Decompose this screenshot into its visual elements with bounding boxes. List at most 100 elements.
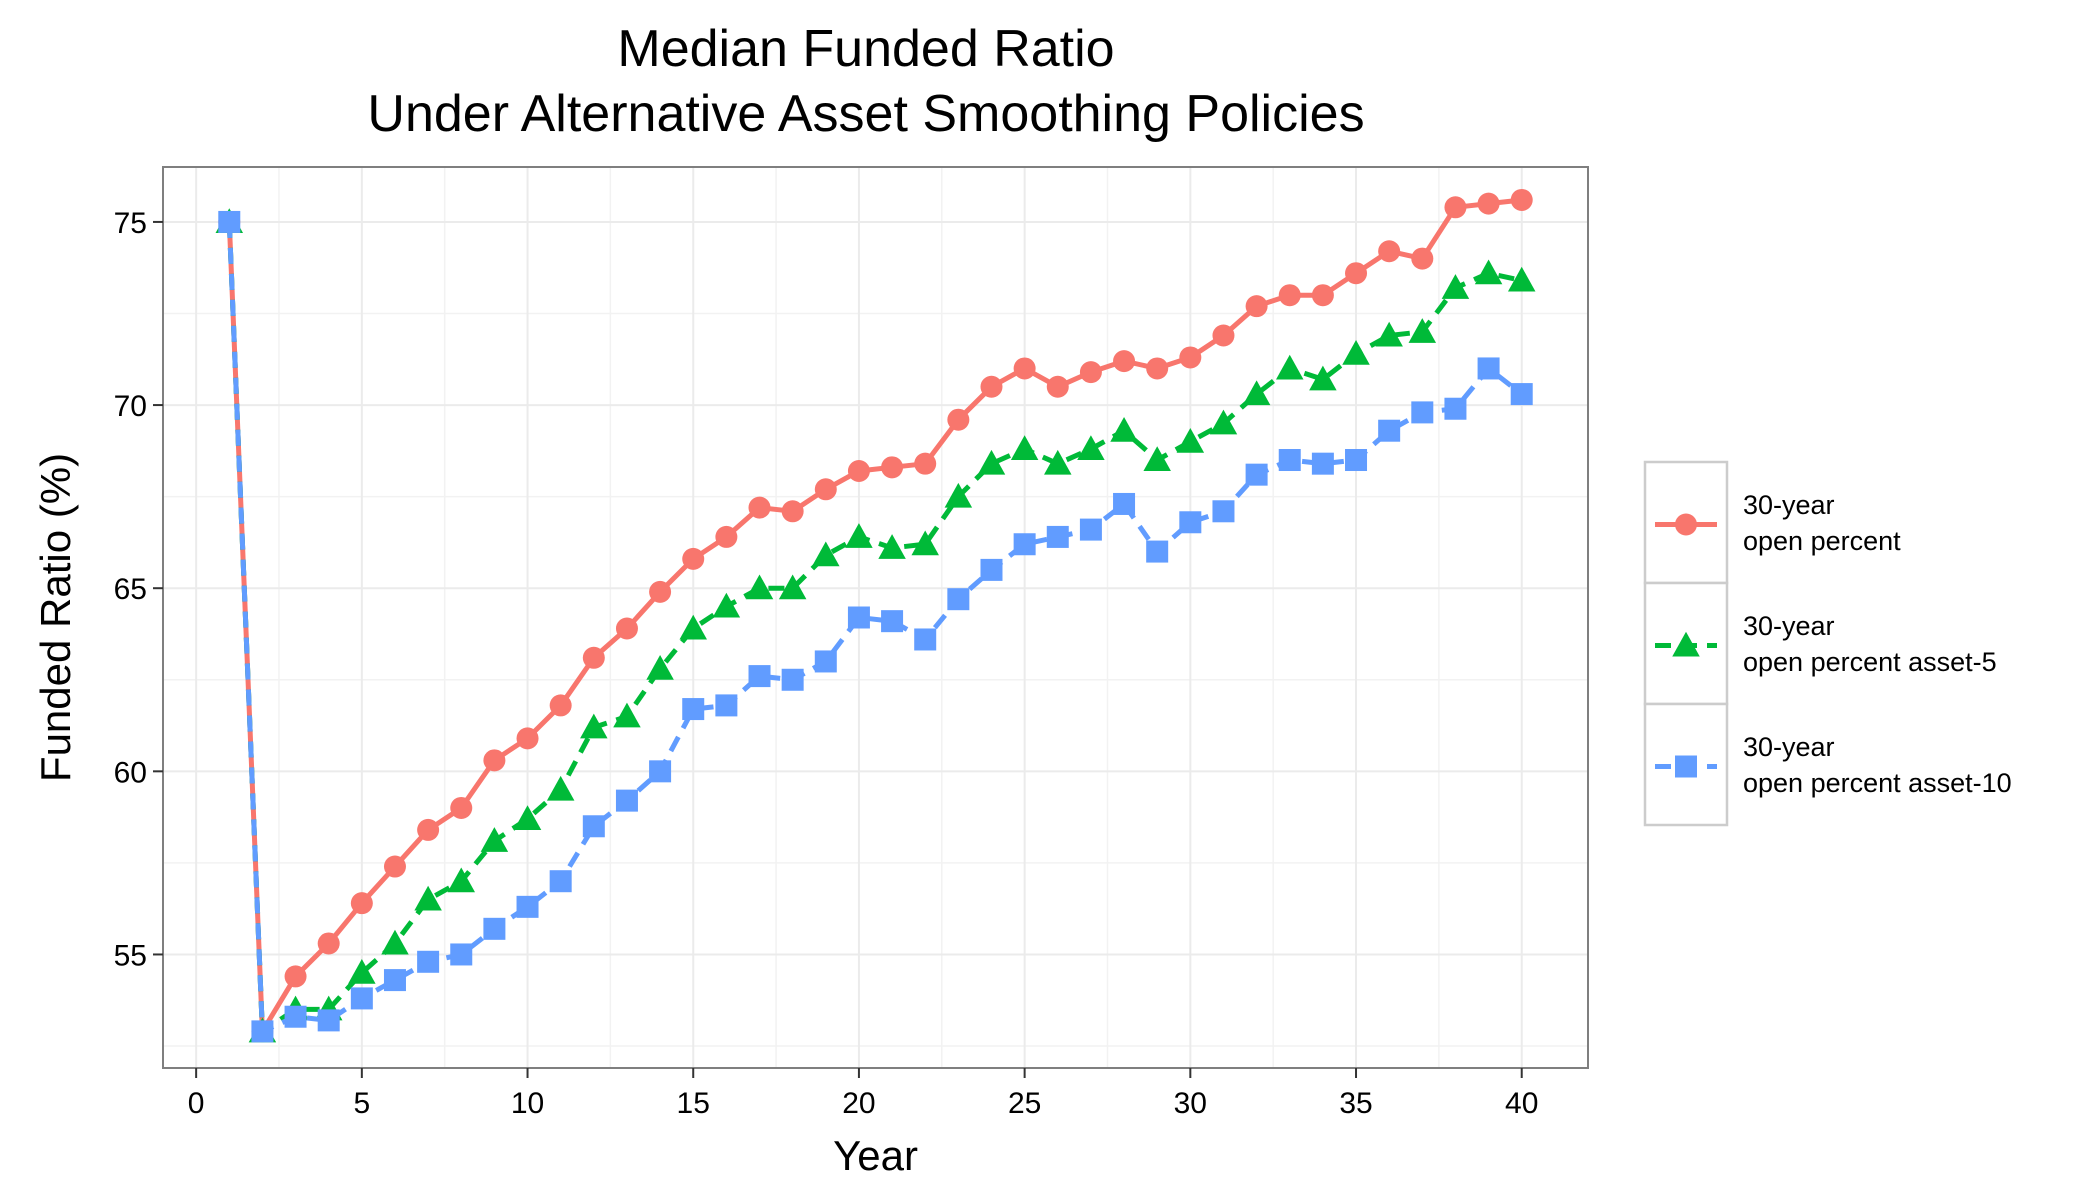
x-tick-label: 30 <box>1174 1087 1207 1120</box>
legend-marker <box>1675 513 1697 536</box>
chart-title-line: Median Funded Ratio <box>617 20 1114 78</box>
data-point <box>1079 361 1102 384</box>
data-point <box>778 574 807 600</box>
legend-label: 30-year <box>1743 490 1835 520</box>
data-point <box>1311 284 1334 307</box>
data-point <box>980 558 1003 581</box>
data-point <box>1176 427 1205 453</box>
data-point <box>881 610 904 633</box>
data-point <box>1179 511 1202 534</box>
data-point <box>847 459 870 482</box>
data-point <box>582 815 605 838</box>
series-2 <box>215 208 1536 1043</box>
data-point <box>980 375 1003 398</box>
data-point <box>615 789 638 812</box>
data-point <box>1441 274 1470 299</box>
data-point <box>1477 192 1500 215</box>
data-point <box>878 534 906 559</box>
data-point <box>1113 350 1136 373</box>
legend-label: 30-year <box>1743 611 1835 641</box>
x-tick-label: 10 <box>511 1087 544 1120</box>
x-tick-label: 0 <box>188 1087 205 1120</box>
series-line <box>226 221 1524 1034</box>
data-point <box>847 606 870 629</box>
x-tick-label: 25 <box>1008 1087 1041 1120</box>
data-point <box>679 614 707 640</box>
x-axis-title: Year <box>833 1132 918 1179</box>
data-point <box>1507 266 1536 292</box>
data-point <box>1477 357 1500 380</box>
data-point <box>516 727 539 750</box>
data-point <box>1179 346 1202 369</box>
data-point <box>414 885 442 911</box>
data-point <box>649 580 672 603</box>
series-line <box>226 221 1523 1034</box>
data-point <box>781 668 804 691</box>
data-point <box>649 760 672 783</box>
data-point <box>417 818 440 841</box>
x-tick-label: 20 <box>842 1087 875 1120</box>
data-point <box>1146 540 1169 563</box>
data-point <box>944 482 973 508</box>
data-point <box>1278 284 1301 307</box>
data-point <box>1212 324 1235 347</box>
data-point <box>450 796 473 819</box>
data-point <box>748 665 771 688</box>
legend-marker <box>1672 631 1700 657</box>
x-tick-label: 15 <box>677 1087 710 1120</box>
data-point <box>251 1020 274 1043</box>
data-point <box>1046 525 1069 548</box>
data-point <box>1275 354 1304 380</box>
data-point <box>947 408 970 431</box>
data-point <box>1444 196 1467 219</box>
data-point <box>1444 397 1467 420</box>
series-1 <box>218 188 1533 1043</box>
data-point <box>1242 380 1271 406</box>
y-tick-label: 75 <box>114 207 147 240</box>
legend-item-2: 30-year open percent asset-5 <box>1643 581 1997 706</box>
chart-title: Median Funded Ratio Under Alternative Ass… <box>367 20 1364 143</box>
data-point <box>845 523 873 548</box>
data-point <box>1013 357 1036 380</box>
data-point <box>1510 383 1533 406</box>
data-point <box>745 574 774 600</box>
data-point <box>1342 340 1370 365</box>
x-tick-label: 5 <box>353 1087 370 1120</box>
data-point <box>1146 357 1169 380</box>
legend-item-1: 30-year open percent <box>1643 460 1901 585</box>
data-point <box>218 210 241 233</box>
legend-label: open percent asset-10 <box>1743 768 2012 798</box>
legend-marker <box>1675 755 1697 778</box>
data-point <box>317 1009 340 1032</box>
series-line <box>226 197 1522 1034</box>
data-point <box>480 827 509 852</box>
data-point <box>1510 188 1533 211</box>
data-point <box>284 965 307 988</box>
series-3 <box>218 210 1533 1043</box>
data-point <box>417 950 440 973</box>
data-point <box>814 478 837 501</box>
data-point <box>284 1005 307 1028</box>
data-point <box>348 959 376 984</box>
legend: 30-year open percent 30-year open percent a… <box>1643 460 2012 827</box>
data-point <box>350 987 373 1010</box>
data-point <box>1209 409 1238 435</box>
data-point <box>1245 463 1268 486</box>
data-point <box>1143 446 1171 472</box>
data-point <box>1044 449 1072 475</box>
data-point <box>1378 240 1401 263</box>
data-point <box>715 525 738 548</box>
data-point <box>1408 318 1437 343</box>
data-point <box>582 646 605 669</box>
data-point <box>947 588 970 611</box>
plot-border <box>162 166 1589 1069</box>
data-point <box>1378 419 1401 442</box>
legend-label: open percent asset-5 <box>1743 647 1997 677</box>
data-point <box>1010 435 1039 461</box>
data-point <box>383 855 406 878</box>
x-tick-label: 40 <box>1505 1087 1538 1120</box>
data-point <box>748 496 771 519</box>
data-point <box>977 449 1006 475</box>
data-point <box>1345 449 1368 472</box>
y-axis-title: Funded Ratio (%) <box>32 453 79 782</box>
